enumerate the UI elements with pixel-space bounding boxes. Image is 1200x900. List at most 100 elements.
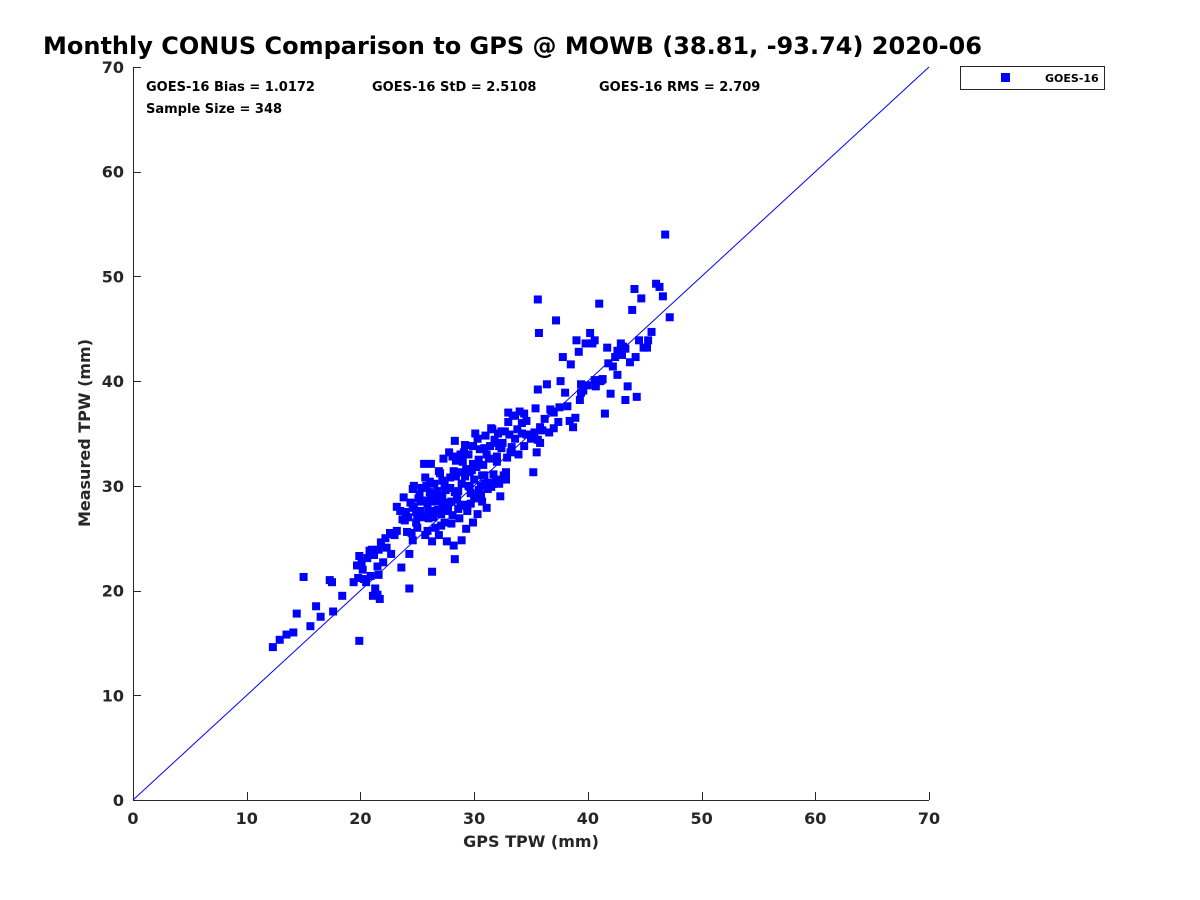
data-point xyxy=(397,563,406,572)
data-point xyxy=(445,448,454,457)
data-point xyxy=(389,530,398,539)
data-point xyxy=(367,545,376,554)
data-point xyxy=(282,630,291,639)
data-point xyxy=(484,454,493,463)
data-point xyxy=(353,561,362,570)
data-point xyxy=(440,480,449,489)
data-point xyxy=(492,452,501,461)
data-point xyxy=(409,481,418,490)
y-axis-label: Measured TPW (mm) xyxy=(75,339,94,527)
data-point xyxy=(597,376,606,385)
data-point xyxy=(581,339,590,348)
data-point xyxy=(428,567,437,576)
data-point xyxy=(469,459,478,468)
data-point xyxy=(455,468,464,477)
y-tick-label: 40 xyxy=(102,372,124,391)
data-point xyxy=(414,494,423,503)
x-tick-label: 0 xyxy=(127,809,138,828)
data-point xyxy=(489,470,498,479)
data-point xyxy=(522,416,531,425)
data-point xyxy=(595,299,604,308)
data-point xyxy=(555,403,564,412)
x-axis-label: GPS TPW (mm) xyxy=(463,832,599,851)
data-point xyxy=(423,496,432,505)
data-point xyxy=(428,537,437,546)
data-point xyxy=(642,343,651,352)
data-point xyxy=(413,523,422,532)
data-point xyxy=(515,407,524,416)
data-point xyxy=(473,434,482,443)
x-tick-label: 20 xyxy=(349,809,371,828)
data-point xyxy=(429,513,438,522)
data-point xyxy=(478,471,487,480)
data-point xyxy=(449,541,458,550)
data-point xyxy=(558,353,567,362)
data-point xyxy=(631,353,640,362)
data-points xyxy=(268,230,674,652)
data-point xyxy=(437,521,446,530)
data-point xyxy=(433,487,442,496)
data-point xyxy=(529,468,538,477)
data-point xyxy=(430,497,439,506)
data-point xyxy=(492,457,501,466)
data-point xyxy=(554,417,563,426)
data-point xyxy=(487,424,496,433)
data-point xyxy=(451,456,460,465)
y-tick-label: 30 xyxy=(102,477,124,496)
data-point xyxy=(374,545,383,554)
y-tick-label: 20 xyxy=(102,582,124,601)
data-point xyxy=(474,455,483,464)
data-point xyxy=(462,524,471,533)
data-point xyxy=(533,435,542,444)
data-point xyxy=(403,527,412,536)
data-point xyxy=(399,493,408,502)
data-point xyxy=(480,479,489,488)
data-point xyxy=(396,506,405,515)
data-point xyxy=(429,506,438,515)
data-point xyxy=(362,578,371,587)
stat-sample-size: Sample Size = 348 xyxy=(146,102,282,117)
data-point xyxy=(358,565,367,574)
y-tick-label: 70 xyxy=(102,58,124,77)
data-point xyxy=(370,550,379,559)
data-point xyxy=(549,424,558,433)
stat-rms: GOES-16 RMS = 2.709 xyxy=(599,80,760,95)
data-point xyxy=(424,514,433,523)
data-point xyxy=(446,483,455,492)
data-point xyxy=(661,230,670,239)
data-point xyxy=(469,442,478,451)
data-point xyxy=(469,518,478,527)
data-point xyxy=(617,350,626,359)
data-point xyxy=(412,518,421,527)
data-point xyxy=(275,635,284,644)
data-point xyxy=(533,385,542,394)
data-point xyxy=(425,488,434,497)
data-point xyxy=(455,514,464,523)
data-point xyxy=(368,591,377,600)
data-point xyxy=(635,336,644,345)
data-point xyxy=(513,425,522,434)
data-point xyxy=(600,409,609,418)
data-point xyxy=(392,502,401,511)
data-point xyxy=(658,292,667,301)
x-tick-label: 10 xyxy=(236,809,258,828)
data-point xyxy=(441,486,450,495)
data-point xyxy=(338,591,347,600)
data-point xyxy=(426,459,435,468)
data-point xyxy=(590,336,599,345)
data-point xyxy=(451,472,460,481)
data-point xyxy=(456,501,465,510)
data-point xyxy=(574,347,583,356)
data-point xyxy=(623,382,632,391)
chart-title: Monthly CONUS Comparison to GPS @ MOWB (… xyxy=(43,32,982,60)
data-point xyxy=(466,489,475,498)
data-point xyxy=(482,450,491,459)
data-point xyxy=(506,448,515,457)
x-tick-label: 40 xyxy=(577,809,599,828)
data-point xyxy=(401,508,410,517)
data-point xyxy=(457,536,466,545)
data-point xyxy=(329,607,338,616)
data-point xyxy=(630,284,639,293)
data-point xyxy=(565,416,574,425)
